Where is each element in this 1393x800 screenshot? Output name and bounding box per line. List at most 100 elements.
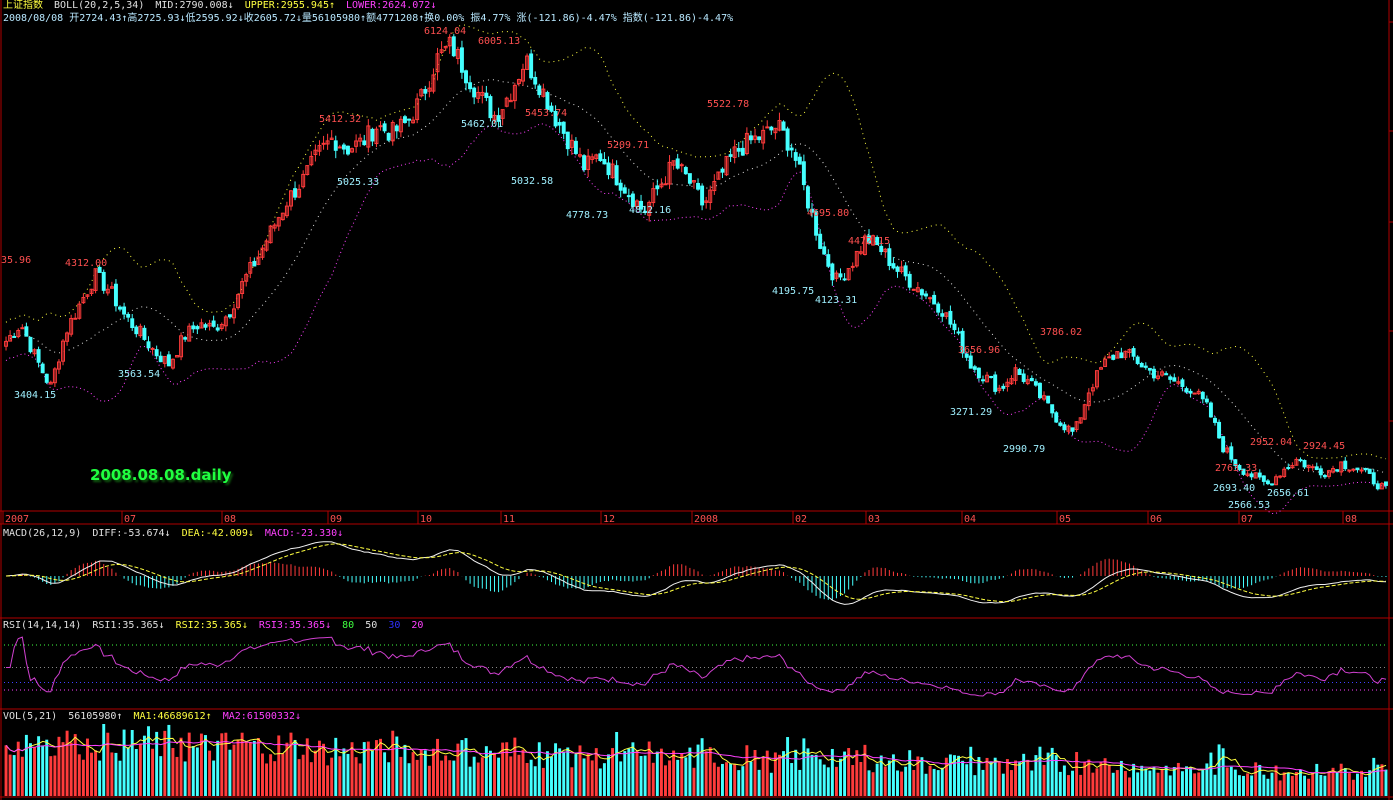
candle xyxy=(154,345,159,360)
volume-bar xyxy=(57,736,61,796)
volume-bar xyxy=(383,752,387,796)
candle xyxy=(150,347,155,355)
candle xyxy=(468,75,473,93)
volume-bar xyxy=(204,735,207,796)
volume-bar xyxy=(1351,779,1355,796)
volume-bar xyxy=(1331,767,1335,796)
volume-bar xyxy=(1160,768,1164,796)
volume-bar xyxy=(668,760,672,796)
candle xyxy=(358,133,363,147)
volume-bar xyxy=(138,743,142,796)
candle xyxy=(398,115,403,138)
candle xyxy=(28,336,33,354)
volume-bar xyxy=(90,752,93,796)
volume-bar xyxy=(700,738,704,796)
candle xyxy=(451,34,456,58)
volume-bar xyxy=(269,754,273,796)
volume-bar xyxy=(85,738,89,796)
candle xyxy=(818,229,823,250)
volume-bar xyxy=(590,760,594,796)
candle xyxy=(1156,370,1160,381)
candle xyxy=(765,120,770,129)
candle xyxy=(207,319,212,331)
volume-bar xyxy=(574,754,578,796)
volume-bar xyxy=(1290,775,1294,796)
candle xyxy=(1050,404,1055,418)
volume-bar xyxy=(281,753,285,796)
month-label: 12 xyxy=(603,514,616,525)
volume-bar xyxy=(126,747,130,796)
candle xyxy=(199,318,204,329)
candle xyxy=(203,322,208,331)
volume-bar xyxy=(696,744,700,796)
volume-bar xyxy=(611,748,615,796)
volume-bar xyxy=(790,763,794,796)
volume-bar xyxy=(220,733,224,796)
candle xyxy=(101,269,106,294)
volume-bar xyxy=(65,730,69,796)
vol-ma2-line xyxy=(5,740,1386,774)
candle xyxy=(773,127,778,140)
month-label: 10 xyxy=(420,514,433,525)
volume-bar xyxy=(440,760,444,796)
volume-bar xyxy=(1026,759,1030,796)
candle xyxy=(118,305,122,312)
month-label: 03 xyxy=(868,514,881,525)
volume-bar xyxy=(464,738,468,796)
candle xyxy=(667,155,672,190)
candle xyxy=(1046,395,1051,404)
candle xyxy=(976,367,981,382)
candle xyxy=(341,142,346,155)
volume-bar xyxy=(130,730,134,796)
candle xyxy=(85,294,90,300)
candle xyxy=(1074,420,1079,433)
volume-bar xyxy=(334,737,338,796)
candle xyxy=(464,69,468,91)
volume-bar xyxy=(191,746,195,796)
volume-bar xyxy=(289,732,293,796)
candle xyxy=(1298,457,1303,463)
volume-bar xyxy=(1058,771,1062,796)
candle xyxy=(455,46,460,65)
candle xyxy=(427,81,432,98)
candle xyxy=(785,126,790,157)
candle xyxy=(1204,395,1209,404)
candle xyxy=(1359,467,1364,474)
volume-bar xyxy=(12,755,16,796)
candle xyxy=(777,112,782,132)
high-label: 6005.13 xyxy=(478,36,521,47)
candle xyxy=(1306,464,1311,472)
volume-bar xyxy=(199,733,203,796)
volume-bar xyxy=(997,761,1001,796)
candle xyxy=(443,45,448,52)
candle xyxy=(529,49,534,80)
volume-bar xyxy=(1380,764,1384,796)
candle xyxy=(911,288,916,291)
candle xyxy=(903,262,908,281)
vol-header: VOL(5,21) 56105980↑ MA1:46689612↑ MA2:61… xyxy=(3,711,306,723)
volume-bar xyxy=(232,744,236,796)
volume-bar xyxy=(387,762,391,796)
volume-bar xyxy=(419,749,423,796)
volume-bar xyxy=(578,745,582,796)
index-name: 上证指数 xyxy=(3,0,43,11)
volume-bar xyxy=(712,762,716,796)
macd-dea: DEA:-42.009↓ xyxy=(181,528,254,539)
candle xyxy=(1331,465,1336,474)
volume-bar xyxy=(1299,769,1302,796)
volume-bar xyxy=(769,772,773,796)
volume-bar xyxy=(41,745,45,796)
volume-bar xyxy=(1022,753,1026,796)
volume-bar xyxy=(953,755,956,796)
candle xyxy=(964,351,969,361)
candle xyxy=(981,375,985,384)
volume-bar xyxy=(301,754,305,796)
candle xyxy=(1375,480,1380,491)
volume-bar xyxy=(912,769,916,796)
candle xyxy=(1383,481,1388,489)
candle xyxy=(761,125,766,150)
candle xyxy=(1058,421,1063,427)
candle xyxy=(659,178,664,189)
candle xyxy=(1025,375,1030,386)
volume-bar xyxy=(1368,770,1372,796)
